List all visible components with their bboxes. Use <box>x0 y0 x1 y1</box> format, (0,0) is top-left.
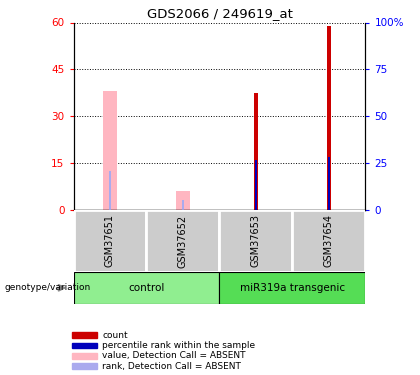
Bar <box>220 272 365 304</box>
Bar <box>292 210 365 272</box>
Bar <box>327 26 331 210</box>
Text: value, Detection Call = ABSENT: value, Detection Call = ABSENT <box>102 351 246 360</box>
Text: miR319a transgenic: miR319a transgenic <box>240 283 345 293</box>
Bar <box>103 91 117 210</box>
Bar <box>72 332 97 338</box>
Text: control: control <box>128 283 165 293</box>
Text: GSM37651: GSM37651 <box>105 214 115 267</box>
Bar <box>220 210 292 272</box>
Bar <box>176 191 189 210</box>
Title: GDS2066 / 249619_at: GDS2066 / 249619_at <box>147 7 292 20</box>
Text: GSM37654: GSM37654 <box>324 214 334 267</box>
Text: GSM37652: GSM37652 <box>178 214 188 267</box>
Bar <box>72 353 97 358</box>
Bar <box>328 157 330 210</box>
Bar <box>72 343 97 348</box>
Bar <box>109 171 111 210</box>
Text: rank, Detection Call = ABSENT: rank, Detection Call = ABSENT <box>102 362 241 370</box>
Bar <box>182 200 184 210</box>
Text: percentile rank within the sample: percentile rank within the sample <box>102 341 255 350</box>
Text: genotype/variation: genotype/variation <box>4 284 90 292</box>
Bar <box>74 210 147 272</box>
Text: GSM37653: GSM37653 <box>251 214 261 267</box>
Text: count: count <box>102 331 128 340</box>
Bar <box>254 93 258 210</box>
Bar <box>74 272 220 304</box>
Bar <box>72 363 97 369</box>
Bar <box>147 210 220 272</box>
Bar <box>255 160 257 210</box>
